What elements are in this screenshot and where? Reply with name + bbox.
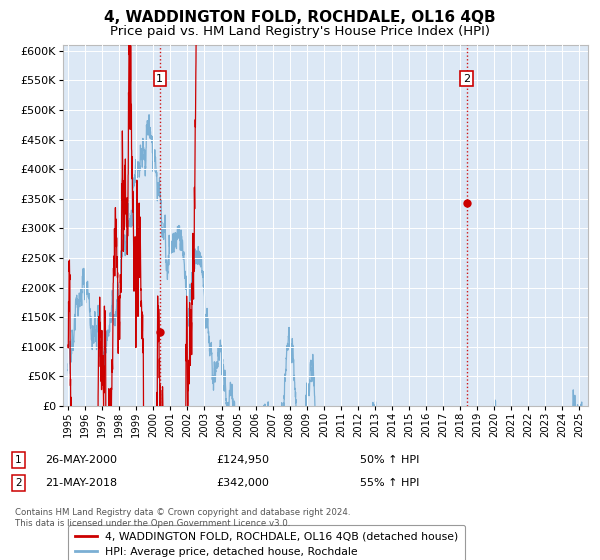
Text: 2: 2 [15,478,22,488]
Text: 50% ↑ HPI: 50% ↑ HPI [360,455,419,465]
Text: 55% ↑ HPI: 55% ↑ HPI [360,478,419,488]
Text: Price paid vs. HM Land Registry's House Price Index (HPI): Price paid vs. HM Land Registry's House … [110,25,490,38]
Text: 21-MAY-2018: 21-MAY-2018 [45,478,117,488]
Text: 2: 2 [463,73,470,83]
Text: Contains HM Land Registry data © Crown copyright and database right 2024.
This d: Contains HM Land Registry data © Crown c… [15,508,350,528]
Text: 4, WADDINGTON FOLD, ROCHDALE, OL16 4QB: 4, WADDINGTON FOLD, ROCHDALE, OL16 4QB [104,10,496,25]
Text: 26-MAY-2000: 26-MAY-2000 [45,455,117,465]
Text: £342,000: £342,000 [216,478,269,488]
Text: 1: 1 [157,73,163,83]
Text: £124,950: £124,950 [216,455,269,465]
Text: 1: 1 [15,455,22,465]
Legend: 4, WADDINGTON FOLD, ROCHDALE, OL16 4QB (detached house), HPI: Average price, det: 4, WADDINGTON FOLD, ROCHDALE, OL16 4QB (… [68,525,465,560]
